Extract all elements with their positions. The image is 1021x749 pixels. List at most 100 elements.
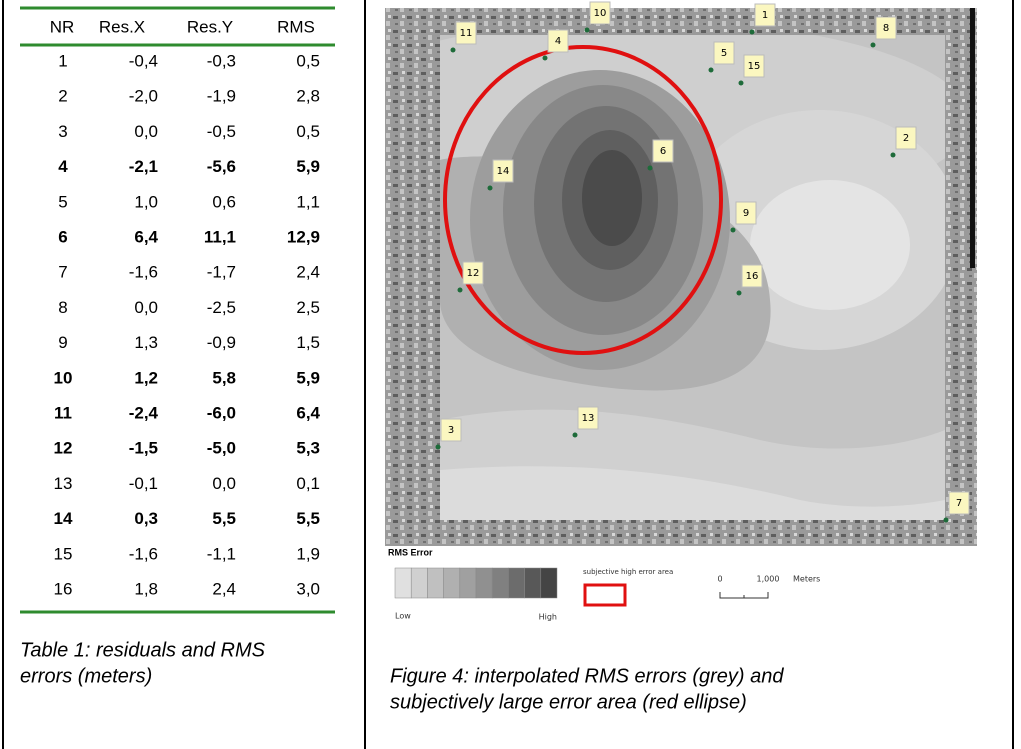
point-label: 6 xyxy=(660,146,666,157)
point-dot xyxy=(585,28,590,33)
table-cell: 2 xyxy=(58,87,67,106)
point-dot xyxy=(458,288,463,293)
legend-swatch xyxy=(492,568,508,598)
table-cell: 0,6 xyxy=(212,192,236,211)
legend-swatch xyxy=(508,568,524,598)
map-edge xyxy=(970,8,975,268)
table-cell: 6,4 xyxy=(134,227,158,246)
table-cell: 6 xyxy=(58,227,67,246)
table-header: Res.X xyxy=(99,17,145,36)
point-dot xyxy=(573,433,578,438)
table-cell: 2,5 xyxy=(296,298,320,317)
table-cell: 0,0 xyxy=(134,122,158,141)
scale-label: 1,000 xyxy=(757,575,780,584)
point-label: 10 xyxy=(594,8,607,19)
table-cell: -1,9 xyxy=(207,87,236,106)
point-dot xyxy=(750,30,755,35)
point-label: 13 xyxy=(582,413,595,424)
table-cell: 1,8 xyxy=(134,579,158,598)
legend-title: RMS Error xyxy=(388,547,433,557)
point-label: 2 xyxy=(903,133,909,144)
point-dot xyxy=(737,291,742,296)
table-cell: 1,2 xyxy=(134,368,158,387)
scale-bar xyxy=(720,592,768,598)
table-cell: 11 xyxy=(54,403,72,422)
table-cell: -1,1 xyxy=(207,544,236,563)
legend-swatch xyxy=(444,568,460,598)
point-label: 15 xyxy=(748,61,761,72)
table-cell: -0,3 xyxy=(207,51,236,70)
table-cell: 1 xyxy=(58,51,67,70)
point-label: 8 xyxy=(883,23,889,34)
legend-swatch xyxy=(525,568,541,598)
table-caption: Table 1: residuals and RMS xyxy=(20,639,266,661)
point-dot xyxy=(648,166,653,171)
table-cell: -0,1 xyxy=(129,474,158,493)
legend-high: High xyxy=(539,613,557,622)
point-dot xyxy=(944,518,949,523)
table-cell: 0,1 xyxy=(296,474,320,493)
table-cell: 5,5 xyxy=(296,509,320,528)
table-cell: -0,5 xyxy=(207,122,236,141)
table-cell: 7 xyxy=(58,263,67,282)
table-cell: 11,1 xyxy=(204,227,236,246)
point-dot xyxy=(543,56,548,61)
point-dot xyxy=(739,81,744,86)
table-cell: 3,0 xyxy=(296,579,320,598)
table-cell: 0,0 xyxy=(212,474,236,493)
table-cell: 12,9 xyxy=(287,227,320,246)
table-cell: 1,1 xyxy=(296,192,320,211)
table-cell: 15 xyxy=(54,544,73,563)
table-cell: 2,4 xyxy=(212,579,236,598)
table-cell: 5,9 xyxy=(296,368,320,387)
table-cell: 13 xyxy=(54,474,73,493)
point-label: 12 xyxy=(467,268,480,279)
table-cell: -2,1 xyxy=(129,157,158,176)
point-dot xyxy=(891,153,896,158)
table-cell: 10 xyxy=(54,368,73,387)
table-cell: 2,8 xyxy=(296,87,320,106)
table-cell: 0,5 xyxy=(296,51,320,70)
table-cell: 5,9 xyxy=(296,157,320,176)
table-cell: 4 xyxy=(58,157,68,176)
table-header: NR xyxy=(50,17,75,36)
table-cell: 8 xyxy=(58,298,67,317)
point-label: 9 xyxy=(743,208,749,219)
table-cell: 5 xyxy=(58,192,67,211)
table-cell: -5,0 xyxy=(207,439,236,458)
table-cell: 6,4 xyxy=(296,403,320,422)
table-cell: 14 xyxy=(54,509,73,528)
scale-unit: Meters xyxy=(793,575,820,584)
table-cell: -1,5 xyxy=(129,439,158,458)
table-header: RMS xyxy=(277,17,315,36)
legend-swatch xyxy=(476,568,492,598)
point-label: 11 xyxy=(460,28,473,39)
legend-swatch xyxy=(541,568,557,598)
table-cell: 1,5 xyxy=(296,333,320,352)
point-dot xyxy=(871,43,876,48)
table-cell: 0,3 xyxy=(134,509,158,528)
table-cell: -0,4 xyxy=(129,51,158,70)
table-cell: -1,6 xyxy=(129,544,158,563)
table-cell: 1,9 xyxy=(296,544,320,563)
table-cell: -1,7 xyxy=(207,263,236,282)
legend-swatch xyxy=(460,568,476,598)
table-header: Res.Y xyxy=(187,17,233,36)
point-dot xyxy=(709,68,714,73)
legend-ellipse-label: subjective high error area xyxy=(583,568,673,576)
page: NRRes.XRes.YRMS1-0,4-0,30,52-2,0-1,92,83… xyxy=(0,0,1021,749)
legend-low: Low xyxy=(395,612,411,621)
point-label: 16 xyxy=(746,271,759,282)
table-cell: 9 xyxy=(58,333,67,352)
table-cell: -6,0 xyxy=(207,403,236,422)
table-caption: errors (meters) xyxy=(20,665,152,687)
legend-swatch xyxy=(427,568,443,598)
legend-ellipse-symbol xyxy=(585,585,625,605)
point-dot xyxy=(451,48,456,53)
point-label: 3 xyxy=(448,425,454,436)
table-cell: 1,3 xyxy=(134,333,158,352)
legend-swatch xyxy=(411,568,427,598)
table-cell: -5,6 xyxy=(207,157,236,176)
table-cell: 1,0 xyxy=(134,192,158,211)
